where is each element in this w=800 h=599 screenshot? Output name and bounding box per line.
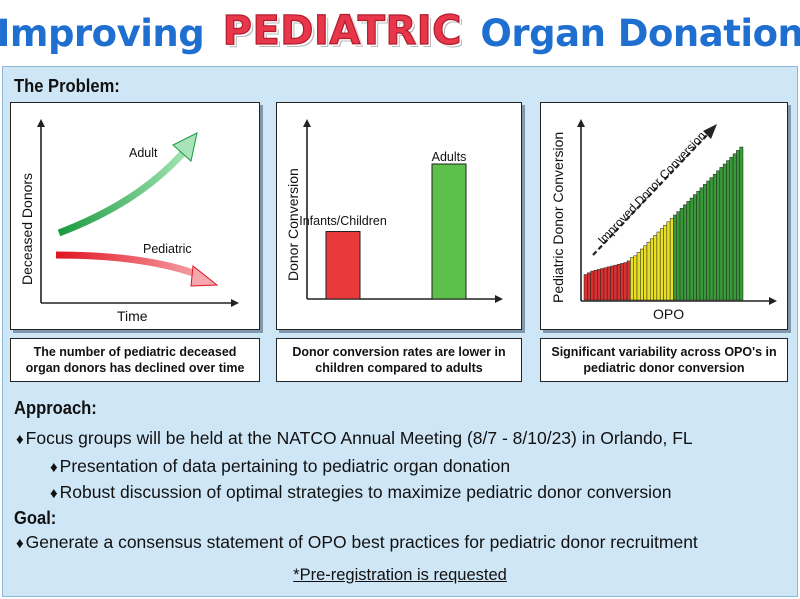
opo-bar xyxy=(606,266,611,301)
chart1-axes xyxy=(37,119,239,307)
page-title: Improving PEDIATRIC Organ Donation xyxy=(0,7,800,56)
chart2-svg: Infants/Children Adults Donor Conversion xyxy=(285,119,503,303)
opo-bar xyxy=(676,211,681,301)
title-highlight: PEDIATRIC xyxy=(222,7,463,54)
opo-bar xyxy=(587,272,591,301)
chart-deceased-donors: Adult Pediatric Time Deceased Donors xyxy=(10,102,260,330)
opo-bar xyxy=(600,268,605,301)
opo-bar xyxy=(699,187,704,301)
opo-bar xyxy=(669,218,674,301)
approach-bullet-3: ♦ Robust discussion of optimal strategies… xyxy=(50,482,671,503)
opo-bar xyxy=(736,150,740,301)
opo-bar xyxy=(716,170,721,301)
opo-bar xyxy=(593,270,598,301)
opo-bar xyxy=(630,257,634,301)
caption-3: Significant variability across OPO's in … xyxy=(540,338,788,382)
opo-bar xyxy=(610,265,615,301)
pediatric-arrowhead xyxy=(190,265,219,287)
opo-bar xyxy=(703,184,707,301)
opo-bar xyxy=(633,255,638,301)
chart3-ylabel: Pediatric Donor Conversion xyxy=(550,132,566,303)
preregistration-note: *Pre-registration is requested xyxy=(0,566,800,585)
opo-bar xyxy=(616,264,621,301)
opo-bar xyxy=(643,245,648,301)
title-suffix: Organ Donation xyxy=(480,12,800,55)
diamond-icon: ♦ xyxy=(16,535,24,552)
opo-bar xyxy=(583,274,588,301)
opo-bar xyxy=(590,270,595,301)
problem-heading: The Problem: xyxy=(14,76,120,96)
opo-bar xyxy=(603,267,608,301)
opo-bar xyxy=(646,241,651,301)
opo-bar xyxy=(683,204,687,301)
adult-trend-line xyxy=(57,150,186,237)
title-bar: Improving PEDIATRIC Organ Donation xyxy=(0,0,800,66)
approach-bullet-2: ♦ Presentation of data pertaining to pedi… xyxy=(50,456,510,477)
adult-arrowhead xyxy=(172,132,198,162)
opo-bar xyxy=(656,231,661,301)
opo-bar xyxy=(640,248,644,301)
chart3-axes xyxy=(577,119,777,305)
improvement-arrow xyxy=(592,124,717,256)
opo-bar xyxy=(673,214,678,301)
chart1-xlabel: Time xyxy=(117,308,148,324)
goal-heading: Goal: xyxy=(14,508,57,528)
opo-bar xyxy=(732,153,737,301)
opo-bar xyxy=(666,221,671,301)
opo-bar xyxy=(689,197,694,301)
opo-bar xyxy=(620,263,625,301)
title-prefix: Improving xyxy=(0,12,205,55)
chart3-bars xyxy=(583,146,744,301)
chart3-xlabel: OPO xyxy=(653,306,684,322)
opo-bar xyxy=(739,146,744,301)
opo-bar xyxy=(726,160,731,301)
approach-bullet-1-text: Focus groups will be held at the NATCO A… xyxy=(25,428,693,448)
chart-opo-variability: Improved Donor Conversion OPO Pediatric … xyxy=(540,102,788,330)
chart2-ylabel: Donor Conversion xyxy=(285,168,301,281)
opo-bar xyxy=(626,260,631,301)
chart3-svg: Improved Donor Conversion OPO Pediatric … xyxy=(550,119,777,322)
opo-bar xyxy=(613,264,618,301)
caption-2: Donor conversion rates are lower in chil… xyxy=(276,338,522,382)
opo-bar xyxy=(696,190,701,301)
caption-1: The number of pediatric deceased organ d… xyxy=(10,338,260,382)
opo-bar xyxy=(712,173,717,301)
adult-label: Adult xyxy=(129,146,158,160)
chart1-svg: Adult Pediatric Time Deceased Donors xyxy=(19,119,239,324)
goal-bullet-1: ♦ Generate a consensus statement of OPO b… xyxy=(16,532,698,553)
opo-bar xyxy=(653,235,658,301)
pediatric-trend-line xyxy=(55,251,201,279)
diamond-icon: ♦ xyxy=(50,485,58,502)
chart2-cat-label-1: Adults xyxy=(432,150,467,164)
opo-bar xyxy=(659,228,664,301)
chart2-cat-label-0: Infants/Children xyxy=(299,214,387,228)
opo-bar xyxy=(663,224,668,301)
diamond-icon: ♦ xyxy=(50,459,58,476)
diamond-icon: ♦ xyxy=(16,431,24,448)
opo-bar xyxy=(686,201,691,301)
approach-heading: Approach: xyxy=(14,398,97,418)
opo-bar xyxy=(729,156,734,301)
approach-bullet-1: ♦ Focus groups will be held at the NATCO … xyxy=(16,428,693,449)
opo-bar xyxy=(636,252,641,301)
chart2-bar-1 xyxy=(431,163,467,300)
chart2-bars xyxy=(325,163,467,300)
approach-bullet-3-text: Robust discussion of optimal strategies … xyxy=(59,482,672,502)
opo-bar xyxy=(650,238,654,301)
opo-bar xyxy=(706,180,711,301)
opo-bar xyxy=(597,269,601,301)
opo-bar xyxy=(623,262,628,301)
opo-bar xyxy=(709,177,714,301)
approach-bullet-2-text: Presentation of data pertaining to pedia… xyxy=(59,456,511,476)
chart1-ylabel: Deceased Donors xyxy=(19,173,35,285)
opo-bar xyxy=(719,167,724,301)
chart-donor-conversion: Infants/Children Adults Donor Conversion xyxy=(276,102,522,330)
opo-bar xyxy=(693,194,697,301)
opo-bar xyxy=(722,163,727,301)
chart2-bar-0 xyxy=(325,231,361,300)
goal-bullet-1-text: Generate a consensus statement of OPO be… xyxy=(25,532,698,552)
preregistration-text: *Pre-registration is requested xyxy=(293,566,507,584)
opo-bar xyxy=(679,207,684,301)
pediatric-label: Pediatric xyxy=(143,242,192,256)
